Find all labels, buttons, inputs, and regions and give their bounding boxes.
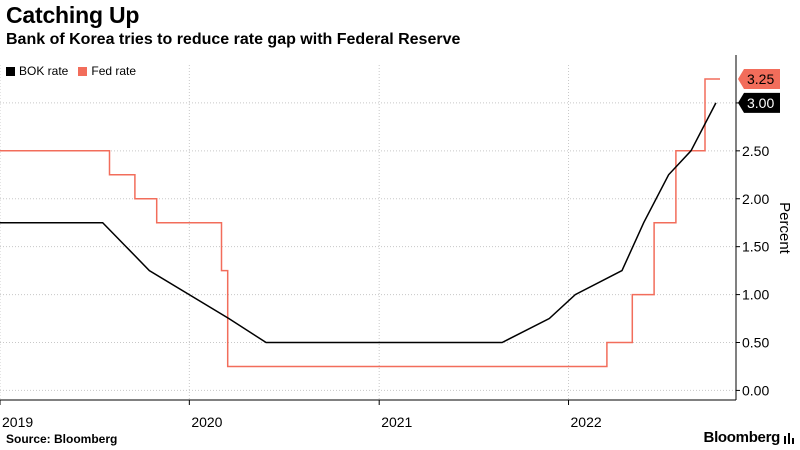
end-label-value: 3.25 [747, 71, 774, 87]
chart-title: Catching Up [6, 2, 140, 28]
chart-subtitle: Bank of Korea tries to reduce rate gap w… [6, 31, 461, 48]
series-line-fed [0, 78, 720, 368]
source-note: Source: Bloomberg [6, 432, 118, 446]
y-tick-label: 2.00 [742, 191, 769, 207]
x-tick-label: 2019 [2, 414, 33, 430]
y-axis-title: Percent [776, 202, 793, 255]
end-label-fed: 3.25 [738, 68, 780, 89]
x-tick-label: 2021 [381, 414, 412, 430]
x-tick-label: 2020 [191, 414, 222, 430]
end-label-bok: 3.00 [738, 92, 780, 113]
y-tick-label: 1.50 [742, 239, 769, 255]
legend-label-fed: Fed rate [91, 64, 137, 78]
chart-legend: BOK rate Fed rate [6, 61, 153, 81]
brand-logo-text: Bloomberg [703, 429, 781, 446]
y-tick-label: 0.00 [742, 382, 769, 398]
legend-label-bok: BOK rate [19, 64, 69, 78]
y-tick-label: 0.50 [742, 335, 769, 351]
y-tick-label: 1.00 [742, 287, 769, 303]
legend-item-fed: Fed rate [78, 64, 136, 78]
x-tick-label: 2022 [571, 414, 602, 430]
bloomberg-chart-icon [784, 433, 794, 444]
legend-item-bok: BOK rate [6, 64, 68, 78]
end-label-value: 3.00 [747, 95, 774, 111]
legend-swatch-bok [6, 66, 15, 76]
series-line-bok [0, 102, 717, 344]
end-label-tag [738, 68, 780, 89]
legend-swatch-fed [78, 66, 88, 76]
end-label-tag [738, 92, 780, 113]
y-tick-label: 2.50 [742, 143, 769, 159]
